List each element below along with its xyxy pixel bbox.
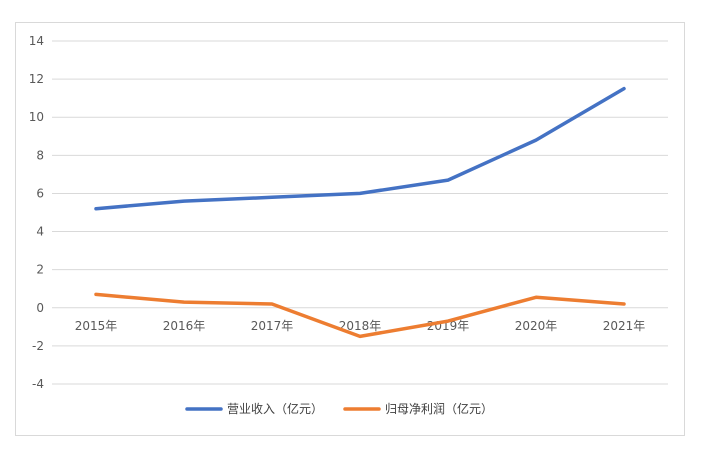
y-tick-label: 4 <box>36 225 44 239</box>
x-tick-label: 2021年 <box>603 319 646 333</box>
series-line-2 <box>94 292 626 339</box>
chart-frame <box>15 22 685 436</box>
series-lines <box>94 86 626 339</box>
y-tick-label: 12 <box>29 72 44 86</box>
legend: 营业收入（亿元） 归母净利润（亿元） <box>185 401 493 416</box>
series-line-1 <box>94 86 626 211</box>
legend-label-2: 归母净利润（亿元） <box>385 401 493 416</box>
x-tick-label: 2017年 <box>251 319 294 333</box>
x-tick-label: 2015年 <box>75 319 118 333</box>
y-tick-label: 6 <box>36 186 44 200</box>
x-tick-label: 2018年 <box>339 319 382 333</box>
x-tick-label: 2016年 <box>163 319 206 333</box>
y-tick-label: -2 <box>32 339 44 353</box>
y-tick-label: 2 <box>36 263 44 277</box>
x-tick-label: 2020年 <box>515 319 558 333</box>
x-axis: 2015年 2016年 2017年 2018年 2019年 2020年 2021年 <box>75 319 646 333</box>
y-tick-label: 14 <box>29 34 44 48</box>
y-axis: -4 -2 0 2 4 6 8 10 12 14 <box>29 34 44 391</box>
legend-label-1: 营业收入（亿元） <box>227 401 323 416</box>
y-tick-label: -4 <box>32 377 44 391</box>
y-tick-label: 8 <box>36 148 44 162</box>
grid-lines <box>52 40 668 385</box>
y-tick-label: 0 <box>36 301 44 315</box>
y-tick-label: 10 <box>29 110 44 124</box>
